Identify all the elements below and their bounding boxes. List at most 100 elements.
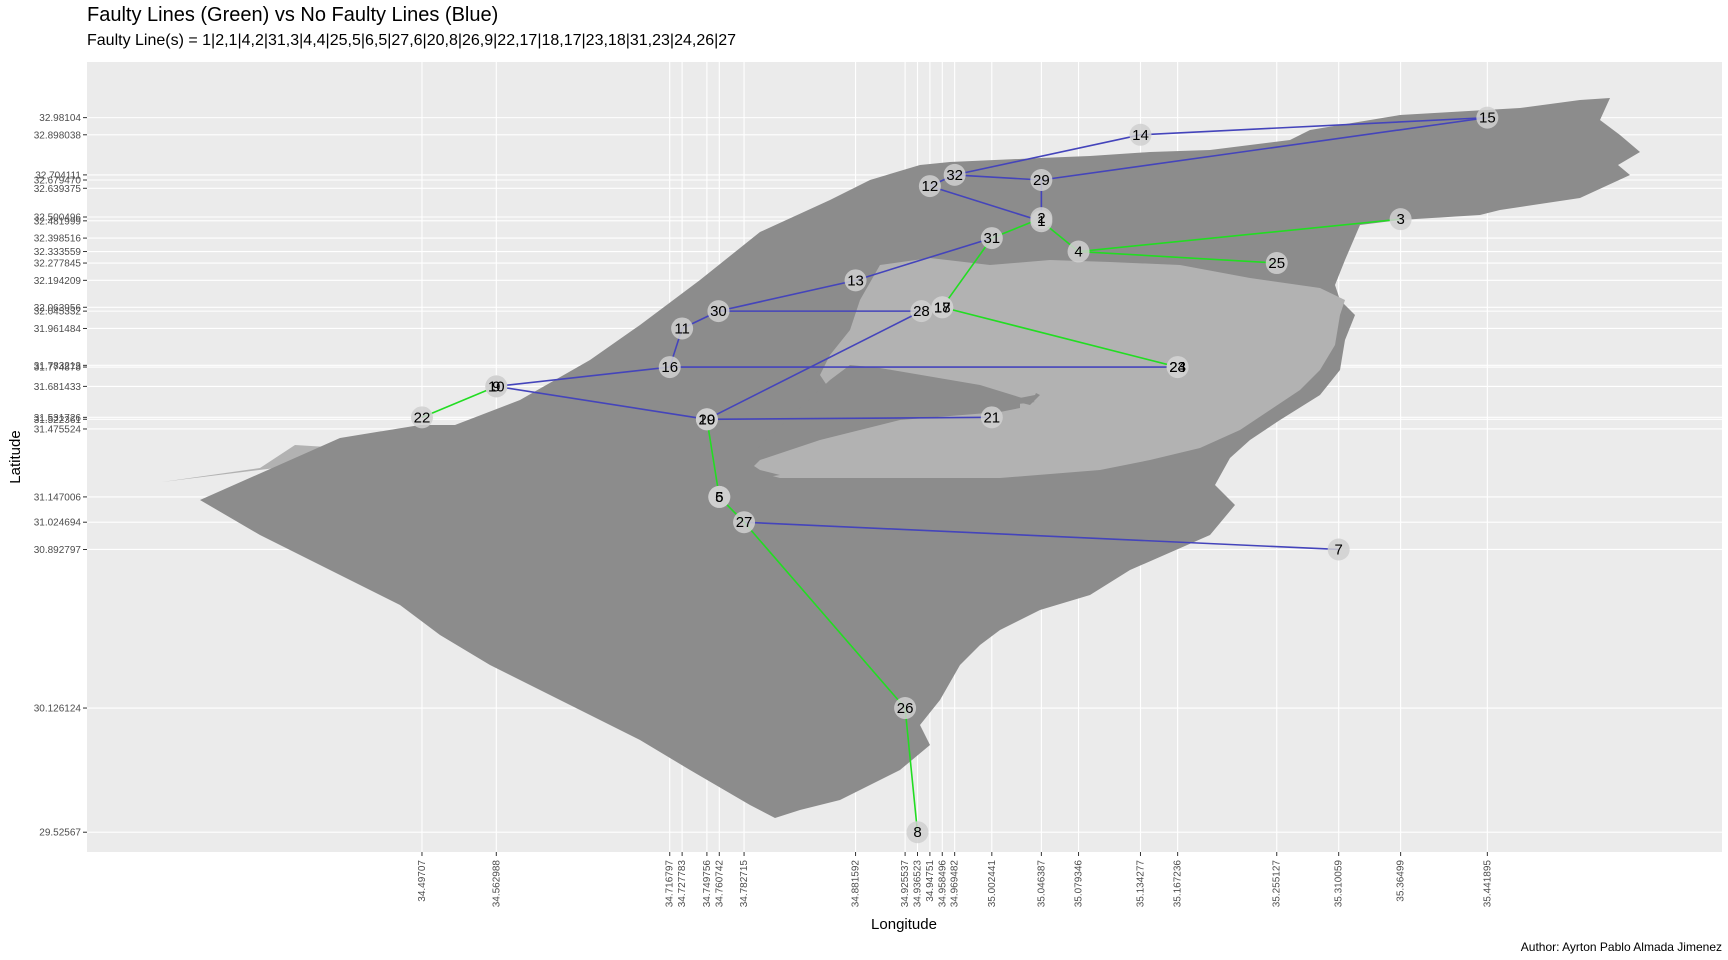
y-tick-label: 31.531726 — [34, 413, 82, 424]
ok-edge — [718, 279, 856, 312]
node-label: 23 — [1169, 359, 1186, 376]
node-label: 26 — [897, 700, 914, 717]
x-tick-label: 35.167236 — [1173, 860, 1184, 908]
ok-edge — [954, 174, 1042, 181]
node-marker — [1067, 240, 1090, 263]
faulty-edge — [706, 419, 721, 498]
node-marker — [708, 485, 731, 508]
region-light-center — [750, 258, 1345, 478]
ok-edge — [1140, 116, 1488, 136]
node-marker — [980, 406, 1003, 429]
node-label: 5 — [715, 489, 723, 506]
node-label: 15 — [1479, 110, 1496, 127]
y-tick-label: 30.126124 — [34, 704, 82, 715]
node-label: 19 — [699, 411, 716, 428]
y-tick-label: 32.679470 — [34, 175, 82, 186]
y-tick-label: 32.333559 — [34, 247, 82, 258]
x-axis-title: Longitude — [871, 916, 937, 933]
node-marker — [695, 408, 718, 431]
x-tick-label: 35.002441 — [987, 860, 998, 908]
x-tick-label: 34.716797 — [665, 860, 676, 908]
x-tick-label: 34.925537 — [900, 860, 911, 908]
y-tick-label: 31.961484 — [34, 324, 82, 335]
node-label: 9 — [492, 378, 500, 395]
node-label: 1 — [1037, 213, 1045, 230]
node-label: 12 — [922, 178, 939, 195]
ok-edge — [706, 310, 922, 421]
node-label: 29 — [1033, 172, 1050, 189]
x-tick-label: 34.936523 — [912, 860, 923, 908]
x-tick-label: 35.310059 — [1334, 860, 1345, 908]
node-marker — [910, 300, 933, 323]
node-label: 21 — [983, 409, 1000, 426]
ok-edge — [496, 366, 670, 388]
land-shapes — [162, 98, 1640, 818]
node-label: 31 — [983, 230, 1000, 247]
node-marker — [1327, 538, 1350, 561]
node-marker — [1030, 168, 1053, 191]
node-label: 11 — [674, 320, 690, 337]
node-marker — [658, 356, 681, 379]
y-tick-label: 32.639375 — [34, 184, 82, 195]
x-tick-label: 34.562988 — [491, 860, 502, 908]
ok-edge — [929, 185, 1042, 223]
node-label: 6 — [715, 489, 723, 506]
node-label: 24 — [1169, 359, 1186, 376]
x-tick-label: 34.49707 — [417, 860, 428, 902]
faulty-edge — [904, 707, 919, 833]
x-tick-label: 34.94751 — [925, 860, 936, 902]
x-tick-label: 34.760742 — [714, 860, 725, 908]
y-tick-label: 31.522361 — [34, 415, 82, 426]
node-marker — [485, 375, 508, 398]
node-label: 17 — [934, 299, 951, 316]
y-tick-label: 32.500496 — [34, 213, 82, 224]
region-dark-lobe — [745, 365, 1035, 478]
y-tick-label: 32.277845 — [34, 259, 82, 270]
x-tick-label: 35.079346 — [1074, 860, 1085, 908]
node-marker — [410, 406, 433, 429]
y-tick-label: 31.475524 — [34, 424, 82, 435]
y-tick-label: 32.704111 — [35, 170, 81, 181]
faulty-edge — [942, 306, 1178, 368]
x-tick-label: 35.441895 — [1482, 860, 1493, 908]
node-marker — [1129, 123, 1152, 146]
network-edges — [421, 116, 1488, 833]
node-marker — [931, 296, 954, 319]
faulty-edge — [1078, 218, 1401, 253]
node-marker — [1389, 208, 1412, 231]
node-marker — [918, 175, 941, 198]
node-label: 28 — [913, 303, 930, 320]
chart-subtitle: Faulty Line(s) = 1|2,1|4,2|31,3|4,4|25,5… — [87, 32, 737, 49]
x-tick-label: 35.046387 — [1036, 860, 1047, 908]
x-tick-label: 35.255127 — [1272, 860, 1283, 908]
node-label: 25 — [1268, 255, 1285, 272]
x-tick-label: 34.958496 — [937, 860, 948, 908]
node-label: 8 — [913, 824, 921, 841]
ok-edge — [855, 237, 993, 282]
node-label: 3 — [1396, 211, 1404, 228]
node-marker — [1030, 207, 1053, 230]
y-tick-label: 31.783213 — [34, 361, 82, 372]
node-label: 16 — [661, 359, 678, 376]
x-axis-ticks: 34.49707 34.562988 34.716797 34.727783 34.74… — [417, 852, 1493, 907]
node-marker — [906, 821, 929, 844]
x-tick-label: 35.36499 — [1396, 860, 1407, 902]
ok-edge — [496, 385, 708, 421]
y-tick-label: 32.98104 — [39, 113, 81, 124]
node-marker — [671, 317, 694, 340]
faulty-edge — [743, 521, 906, 709]
y-tick-label: 32.398516 — [34, 234, 82, 245]
node-label: 4 — [1074, 244, 1082, 261]
node-marker — [980, 227, 1003, 250]
y-tick-label: 32.194209 — [34, 276, 82, 287]
node-label: 2 — [1037, 210, 1045, 227]
node-marker — [943, 163, 966, 186]
node-label: 7 — [1335, 541, 1343, 558]
ok-edge — [954, 134, 1141, 176]
x-tick-label: 34.749756 — [702, 860, 713, 908]
node-label: 13 — [847, 272, 864, 289]
y-tick-label: 31.147006 — [34, 492, 82, 503]
node-marker — [707, 300, 730, 323]
